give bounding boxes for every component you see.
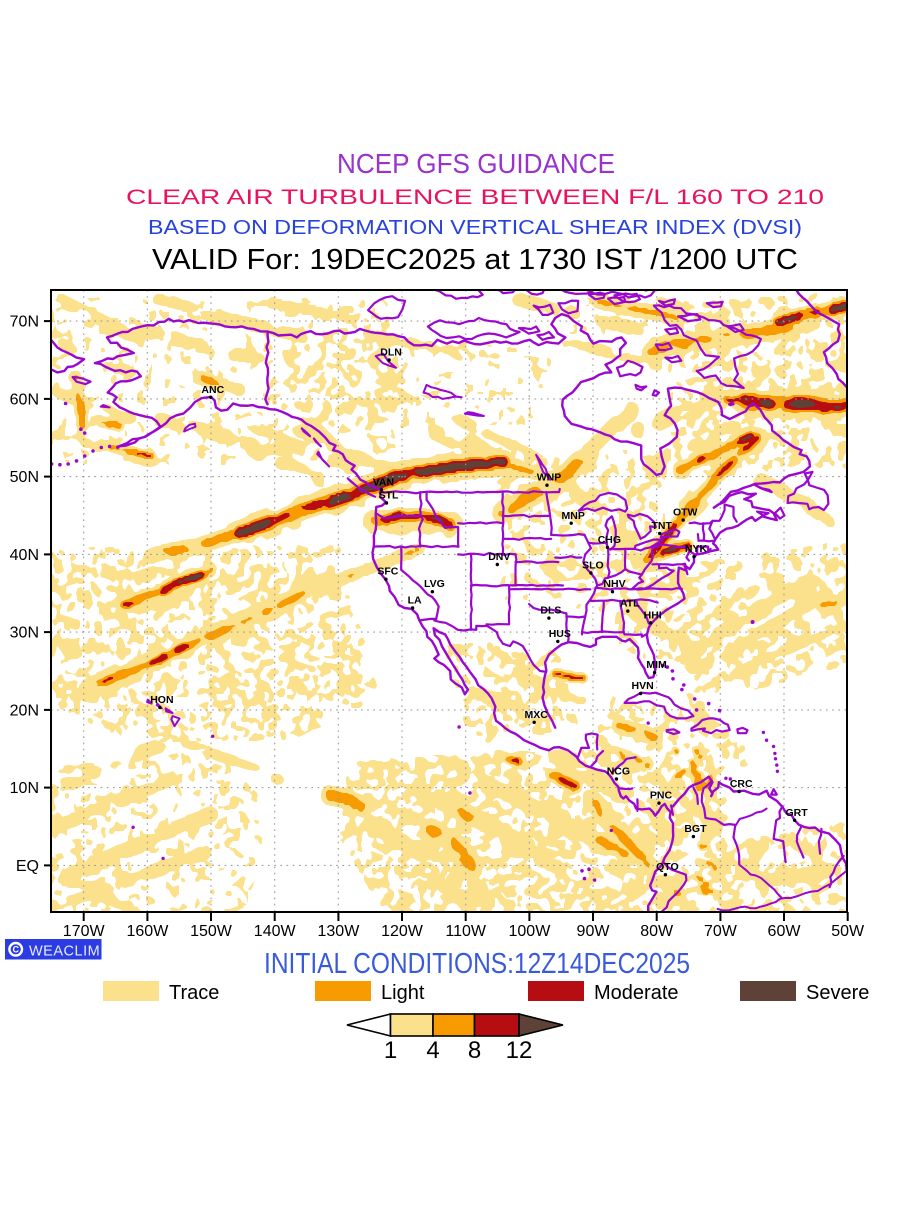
svg-text:BGT: BGT bbox=[684, 823, 707, 835]
svg-text:30N: 30N bbox=[10, 625, 39, 642]
svg-text:12: 12 bbox=[506, 1037, 533, 1064]
svg-text:DLS: DLS bbox=[540, 605, 561, 617]
svg-text:WNP: WNP bbox=[537, 472, 562, 484]
svg-text:DLN: DLN bbox=[380, 347, 402, 359]
svg-text:8: 8 bbox=[468, 1037, 481, 1064]
svg-text:DNV: DNV bbox=[488, 551, 510, 563]
svg-text:HHI: HHI bbox=[644, 609, 662, 621]
svg-text:40N: 40N bbox=[10, 547, 39, 564]
svg-text:INITIAL CONDITIONS:12Z14DEC202: INITIAL CONDITIONS:12Z14DEC2025 bbox=[264, 948, 690, 980]
svg-text:TNT: TNT bbox=[651, 520, 672, 532]
svg-text:QTO: QTO bbox=[656, 861, 679, 873]
svg-text:160W: 160W bbox=[127, 923, 170, 940]
svg-text:ATL: ATL bbox=[620, 598, 640, 610]
svg-text:170W: 170W bbox=[63, 923, 106, 940]
svg-text:ANC: ANC bbox=[201, 384, 224, 396]
svg-text:CHG: CHG bbox=[598, 534, 621, 546]
svg-text:OTW: OTW bbox=[673, 507, 698, 519]
svg-text:NHV: NHV bbox=[603, 578, 625, 590]
svg-text:GRT: GRT bbox=[786, 807, 809, 819]
svg-text:1: 1 bbox=[384, 1037, 397, 1064]
svg-text:HUS: HUS bbox=[549, 628, 571, 640]
svg-text:150W: 150W bbox=[190, 923, 233, 940]
svg-text:STL: STL bbox=[379, 490, 399, 502]
svg-text:Light: Light bbox=[381, 982, 425, 1004]
svg-text:CLEAR AIR TURBULENCE BETWEEN F: CLEAR AIR TURBULENCE BETWEEN F/L 160 TO … bbox=[126, 185, 824, 209]
svg-text:50N: 50N bbox=[10, 469, 39, 486]
svg-text:90W: 90W bbox=[577, 923, 611, 940]
svg-text:LVG: LVG bbox=[424, 578, 445, 590]
svg-text:CRC: CRC bbox=[730, 778, 753, 790]
svg-text:110W: 110W bbox=[445, 923, 487, 940]
svg-text:Moderate: Moderate bbox=[594, 982, 679, 1004]
svg-text:MIM: MIM bbox=[646, 659, 667, 671]
svg-text:MNP: MNP bbox=[562, 510, 585, 522]
svg-text:BASED ON DEFORMATION VERTICAL: BASED ON DEFORMATION VERTICAL SHEAR INDE… bbox=[148, 217, 802, 239]
svg-text:MXC: MXC bbox=[525, 709, 549, 721]
svg-text:120W: 120W bbox=[381, 923, 424, 940]
svg-text:Severe: Severe bbox=[806, 982, 869, 1004]
svg-text:60W: 60W bbox=[768, 923, 802, 940]
svg-text:WEACLIM: WEACLIM bbox=[29, 944, 100, 960]
svg-text:70W: 70W bbox=[704, 923, 738, 940]
svg-text:SLO: SLO bbox=[582, 560, 604, 572]
svg-text:4: 4 bbox=[426, 1037, 439, 1064]
svg-text:VAN: VAN bbox=[373, 476, 394, 488]
svg-text:LA: LA bbox=[408, 595, 422, 607]
svg-text:EQ: EQ bbox=[16, 858, 39, 875]
svg-text:20N: 20N bbox=[10, 702, 39, 719]
svg-text:HON: HON bbox=[150, 694, 173, 706]
svg-text:80W: 80W bbox=[640, 923, 674, 940]
svg-text:140W: 140W bbox=[254, 923, 297, 940]
svg-text:130W: 130W bbox=[318, 923, 361, 940]
svg-text:10N: 10N bbox=[10, 780, 39, 797]
svg-text:PNC: PNC bbox=[650, 790, 673, 802]
svg-text:70N: 70N bbox=[10, 314, 39, 331]
svg-text:SFC: SFC bbox=[377, 566, 398, 578]
svg-text:NCEP GFS GUIDANCE: NCEP GFS GUIDANCE bbox=[337, 148, 615, 179]
svg-text:NCG: NCG bbox=[607, 766, 630, 778]
svg-text:C: C bbox=[12, 945, 19, 955]
svg-text:60N: 60N bbox=[10, 391, 39, 408]
svg-text:NYK: NYK bbox=[685, 543, 708, 555]
svg-text:50W: 50W bbox=[831, 923, 865, 940]
svg-text:Trace: Trace bbox=[169, 982, 219, 1004]
svg-text:VALID For: 19DEC2025 at 1730 I: VALID For: 19DEC2025 at 1730 IST /1200 U… bbox=[152, 244, 798, 276]
svg-text:100W: 100W bbox=[509, 923, 552, 940]
svg-text:HVN: HVN bbox=[632, 680, 654, 692]
